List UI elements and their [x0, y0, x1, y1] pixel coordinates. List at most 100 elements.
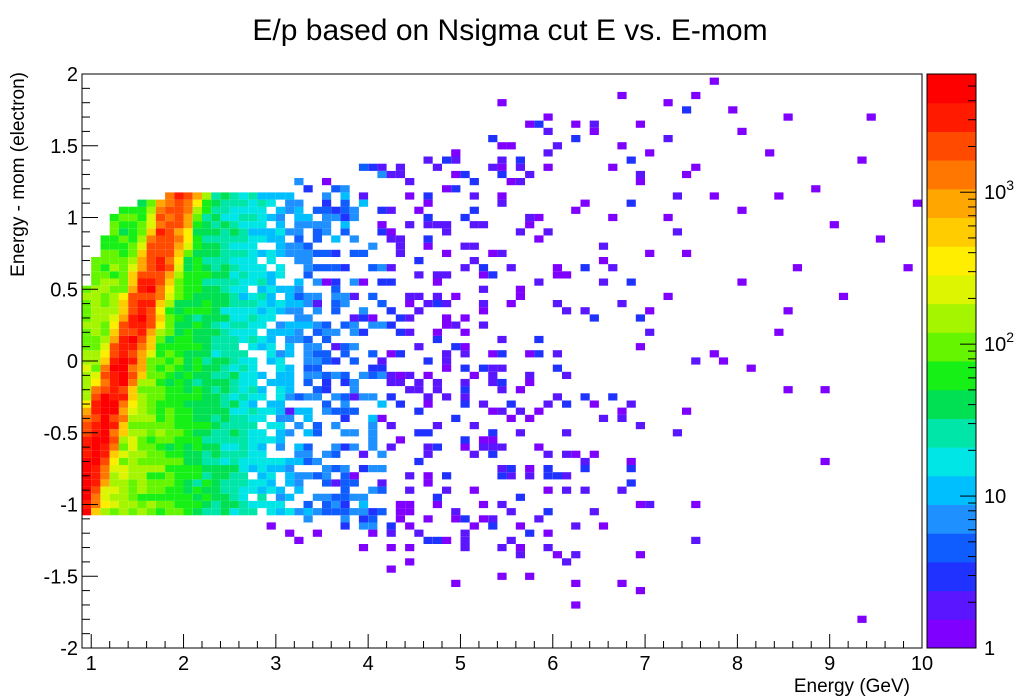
- heatmap-cell: [322, 228, 332, 236]
- heatmap-cell: [451, 343, 461, 351]
- heatmap-cell: [377, 163, 387, 171]
- heatmap-cell: [488, 522, 498, 530]
- heatmap-cell: [580, 393, 590, 401]
- heatmap-cell: [368, 436, 378, 444]
- heatmap-cell: [285, 242, 295, 250]
- heatmap-cell: [137, 249, 147, 257]
- heatmap-cell: [238, 257, 249, 265]
- heatmap-cell: [340, 213, 350, 222]
- heatmap-cell: [442, 536, 452, 544]
- heatmap-cell: [229, 292, 239, 300]
- heatmap-cell: [275, 486, 285, 494]
- heatmap-cell: [238, 235, 249, 243]
- heatmap-cell: [294, 321, 304, 329]
- heatmap-cell: [340, 371, 350, 379]
- heatmap-cell: [91, 257, 101, 265]
- heatmap-cell: [155, 271, 165, 279]
- heatmap-cell: [248, 314, 258, 322]
- heatmap-cell: [534, 443, 544, 451]
- heatmap-cell: [155, 199, 165, 207]
- heatmap-cell: [211, 422, 221, 430]
- heatmap-cell: [100, 378, 110, 387]
- heatmap-cell: [109, 436, 119, 444]
- heatmap-cell: [146, 443, 156, 451]
- heatmap-cell: [128, 500, 138, 509]
- heatmap-cell: [497, 249, 507, 257]
- heatmap-cell: [137, 350, 147, 358]
- heatmap-cell: [100, 486, 110, 494]
- heatmap-cell: [358, 307, 369, 315]
- heatmap-cell: [469, 257, 479, 265]
- heatmap-cell: [266, 343, 276, 351]
- heatmap-cell: [146, 465, 156, 473]
- heatmap-cell: [248, 450, 258, 458]
- heatmap-cell: [248, 414, 258, 422]
- heatmap-cell: [340, 479, 350, 487]
- heatmap-cell: [377, 400, 387, 408]
- heatmap-cell: [257, 343, 267, 351]
- heatmap-cell: [118, 242, 129, 250]
- heatmap-cell: [423, 515, 433, 523]
- heatmap-cell: [432, 493, 442, 501]
- heatmap-cell: [423, 300, 433, 308]
- heatmap-cell: [349, 386, 359, 394]
- color-scale-swatch: [927, 619, 976, 649]
- heatmap-cell: [469, 371, 479, 379]
- heatmap-cell: [202, 278, 212, 286]
- heatmap-cell: [128, 335, 138, 344]
- heatmap-cell: [405, 314, 415, 322]
- heatmap-cell: [146, 228, 156, 236]
- heatmap-cell: [294, 292, 304, 300]
- heatmap-cell: [312, 292, 322, 300]
- heatmap-cell: [100, 500, 110, 509]
- heatmap-cell: [211, 242, 221, 250]
- heatmap-cell: [442, 472, 452, 480]
- heatmap-cell: [100, 400, 110, 408]
- heatmap-cell: [238, 486, 249, 494]
- heatmap-cell: [118, 486, 129, 494]
- heatmap-cell: [294, 178, 304, 186]
- heatmap-cell: [322, 264, 332, 272]
- heatmap-cell: [155, 465, 165, 473]
- heatmap-cell: [525, 529, 535, 537]
- heatmap-cell: [109, 486, 119, 494]
- heatmap-cell: [118, 371, 129, 379]
- heatmap-cell: [368, 465, 378, 473]
- heatmap-cell: [109, 300, 119, 308]
- heatmap-cell: [460, 343, 470, 351]
- heatmap-cell: [118, 321, 129, 329]
- heatmap-cell: [183, 264, 193, 272]
- heatmap-cell: [571, 135, 581, 143]
- heatmap-cell: [128, 328, 138, 336]
- heatmap-cell: [285, 328, 295, 336]
- heatmap-cell: [617, 407, 627, 415]
- heatmap-cell: [331, 479, 341, 487]
- heatmap-cell: [460, 378, 470, 387]
- heatmap-cell: [349, 213, 359, 222]
- heatmap-cell: [118, 493, 129, 501]
- y-tick-label: 0: [67, 351, 78, 373]
- heatmap-cell: [220, 371, 230, 379]
- heatmap-cell: [174, 457, 184, 466]
- heatmap-cell: [562, 558, 572, 566]
- x-tick-label: 1: [86, 653, 97, 675]
- heatmap-cell: [506, 300, 516, 308]
- heatmap-cell: [395, 350, 405, 358]
- heatmap-cell: [266, 314, 276, 322]
- heatmap-cell: [155, 314, 165, 322]
- heatmap-cell: [82, 350, 92, 358]
- heatmap-cell: [442, 357, 452, 365]
- heatmap-cell: [589, 127, 599, 135]
- heatmap-cell: [137, 221, 147, 229]
- heatmap-cell: [312, 508, 322, 516]
- heatmap-cell: [146, 249, 156, 257]
- heatmap-cell: [331, 213, 341, 222]
- heatmap-cell: [515, 386, 525, 394]
- heatmap-cell: [395, 170, 405, 179]
- heatmap-cell: [349, 479, 359, 487]
- heatmap-cell: [128, 371, 138, 379]
- heatmap-cell: [820, 386, 830, 394]
- color-scale-swatch: [927, 303, 976, 333]
- heatmap-cell: [128, 393, 138, 401]
- heatmap-cell: [497, 364, 507, 372]
